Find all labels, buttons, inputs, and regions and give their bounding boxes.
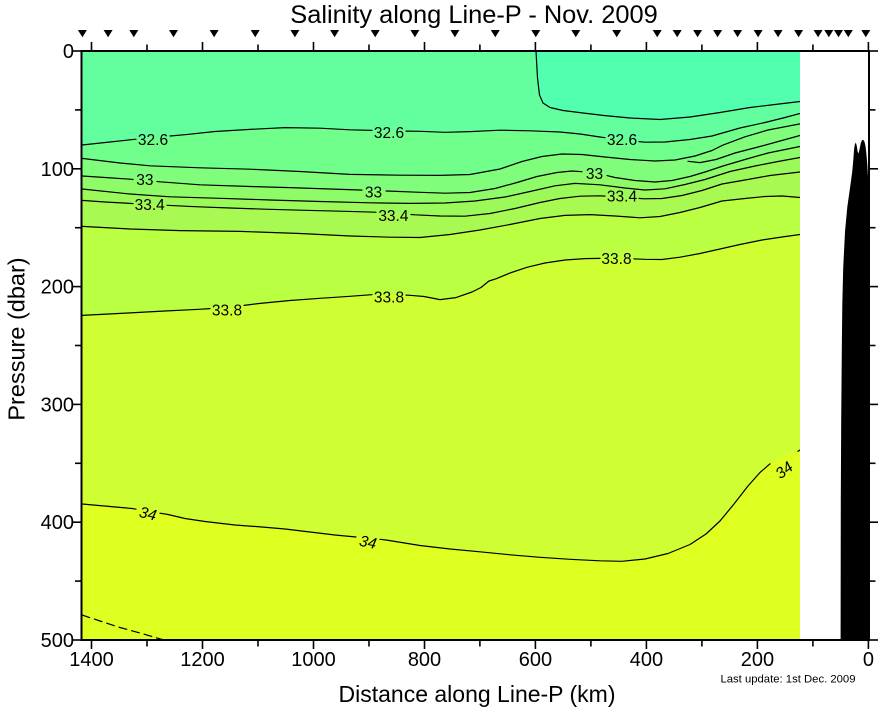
svg-text:Distance along Line-P (km): Distance along Line-P (km): [339, 681, 616, 707]
svg-text:1200: 1200: [180, 649, 225, 671]
svg-text:100: 100: [41, 159, 74, 181]
svg-text:Salinity along Line-P - Nov. 2: Salinity along Line-P - Nov. 2009: [290, 1, 657, 29]
svg-text:33.4: 33.4: [135, 197, 166, 214]
svg-text:400: 400: [41, 512, 74, 534]
svg-text:0: 0: [863, 649, 874, 671]
svg-text:32.6: 32.6: [607, 132, 637, 149]
svg-text:33.4: 33.4: [378, 208, 409, 225]
svg-text:33: 33: [365, 185, 382, 202]
svg-text:400: 400: [630, 649, 663, 671]
svg-text:300: 300: [41, 394, 74, 416]
svg-text:34: 34: [358, 533, 379, 553]
svg-text:33.8: 33.8: [374, 289, 404, 306]
svg-text:500: 500: [41, 630, 74, 652]
svg-text:0: 0: [63, 41, 74, 63]
svg-text:33.4: 33.4: [607, 189, 638, 206]
svg-text:32.6: 32.6: [138, 132, 168, 149]
svg-text:Last update: 1st Dec. 2009: Last update: 1st Dec. 2009: [720, 674, 855, 686]
svg-text:1400: 1400: [69, 649, 114, 671]
svg-text:33.8: 33.8: [601, 251, 631, 268]
svg-text:Pressure (dbar): Pressure (dbar): [3, 257, 29, 420]
svg-text:33: 33: [136, 172, 153, 189]
svg-text:33.8: 33.8: [212, 302, 242, 319]
svg-text:800: 800: [408, 649, 441, 671]
svg-text:600: 600: [519, 649, 552, 671]
svg-text:33: 33: [586, 166, 603, 183]
svg-text:34: 34: [137, 504, 158, 525]
svg-text:200: 200: [41, 277, 74, 299]
svg-text:1000: 1000: [291, 649, 336, 671]
svg-text:200: 200: [741, 649, 774, 671]
svg-text:32.6: 32.6: [374, 125, 404, 142]
